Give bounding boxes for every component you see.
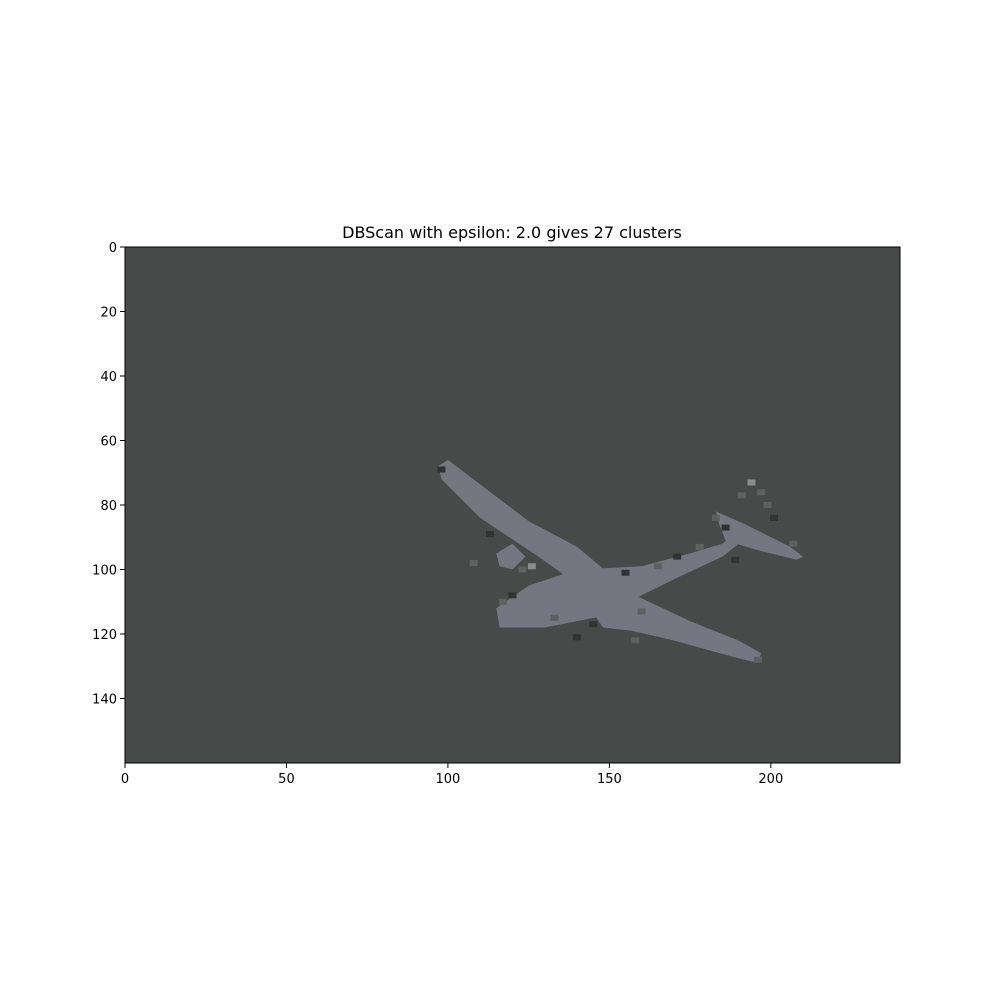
minor-cluster-blob: [550, 614, 559, 621]
minor-cluster-blob: [763, 502, 772, 508]
minor-cluster-blob: [757, 489, 766, 496]
y-tick-label: 40: [100, 370, 117, 385]
aircraft-tail: [715, 511, 804, 560]
minor-cluster-blob: [631, 637, 640, 644]
x-axis: 0 50 100 150 200: [121, 763, 783, 787]
minor-cluster-blob: [508, 592, 517, 599]
minor-cluster-blob: [437, 466, 446, 473]
y-tick-label: 100: [92, 564, 117, 579]
x-tick-label: 150: [597, 772, 622, 787]
aircraft-wing-left: [438, 459, 616, 596]
minor-cluster-blob: [753, 656, 762, 663]
y-tick-label: 20: [100, 306, 117, 321]
minor-cluster-blob: [721, 524, 730, 531]
minor-cluster-blob: [637, 608, 646, 615]
y-tick-label: 0: [109, 241, 117, 256]
minor-cluster-blob: [573, 634, 582, 641]
minor-cluster-blob: [518, 566, 527, 573]
x-tick-label: 200: [758, 772, 783, 787]
minor-cluster-blob: [673, 553, 682, 560]
minor-cluster-blob: [621, 569, 630, 576]
minor-cluster-blob: [711, 514, 720, 521]
minor-cluster-blob: [737, 492, 746, 499]
y-axis: 0 20 40 60 80 100 120 140: [92, 241, 125, 708]
minor-cluster-blob: [469, 560, 478, 567]
x-tick-label: 0: [121, 772, 129, 787]
minor-cluster-blob: [527, 563, 536, 570]
minor-clusters: [437, 466, 798, 663]
y-tick-label: 80: [100, 499, 117, 514]
minor-cluster-blob: [653, 563, 662, 570]
aircraft-fuselage: [496, 524, 752, 628]
y-tick-label: 120: [92, 628, 117, 643]
x-tick-label: 100: [436, 772, 461, 787]
minor-cluster-blob: [731, 556, 740, 563]
minor-cluster-blob: [695, 543, 704, 550]
aircraft-engine: [496, 543, 526, 570]
minor-cluster-blob: [747, 479, 756, 486]
cluster-background: [125, 247, 900, 763]
minor-cluster-blob: [789, 540, 798, 547]
minor-cluster-blob: [770, 514, 779, 521]
chart-title: DBScan with epsilon: 2.0 gives 27 cluste…: [342, 223, 682, 242]
aircraft-wing-right: [577, 588, 762, 663]
aircraft-cluster: [438, 459, 804, 663]
x-tick-label: 50: [278, 772, 295, 787]
minor-cluster-blob: [498, 598, 507, 605]
y-tick-label: 140: [92, 693, 117, 708]
minor-cluster-blob: [485, 531, 494, 538]
minor-cluster-blob: [589, 621, 598, 628]
y-tick-label: 60: [100, 435, 117, 450]
